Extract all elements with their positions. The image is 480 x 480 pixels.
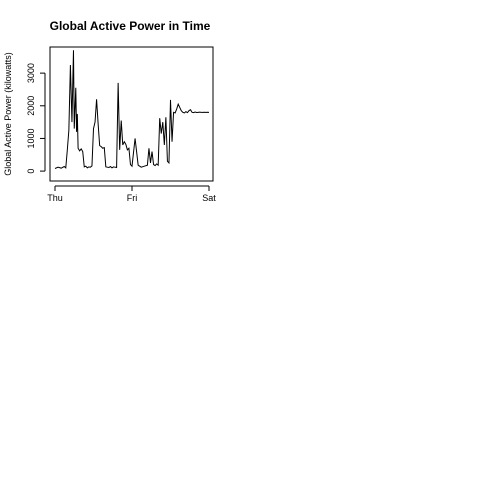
y-axis: 0 1000 2000 3000 <box>26 63 46 174</box>
plot-frame <box>49 46 214 182</box>
x-tick-label: Thu <box>47 193 63 203</box>
x-tick-label: Fri <box>127 193 138 203</box>
x-axis: Thu Fri Sat <box>47 185 216 203</box>
y-tick-label: 3000 <box>26 63 36 83</box>
chart-title: Global Active Power in Time <box>50 19 211 33</box>
series-line-global-active-power <box>54 50 210 169</box>
x-tick-label: Sat <box>202 193 216 203</box>
y-tick-label: 1000 <box>26 128 36 148</box>
y-tick-label: 2000 <box>26 96 36 116</box>
y-axis-label: Global Active Power (kilowatts) <box>3 52 13 176</box>
y-tick-label: 0 <box>26 169 36 174</box>
